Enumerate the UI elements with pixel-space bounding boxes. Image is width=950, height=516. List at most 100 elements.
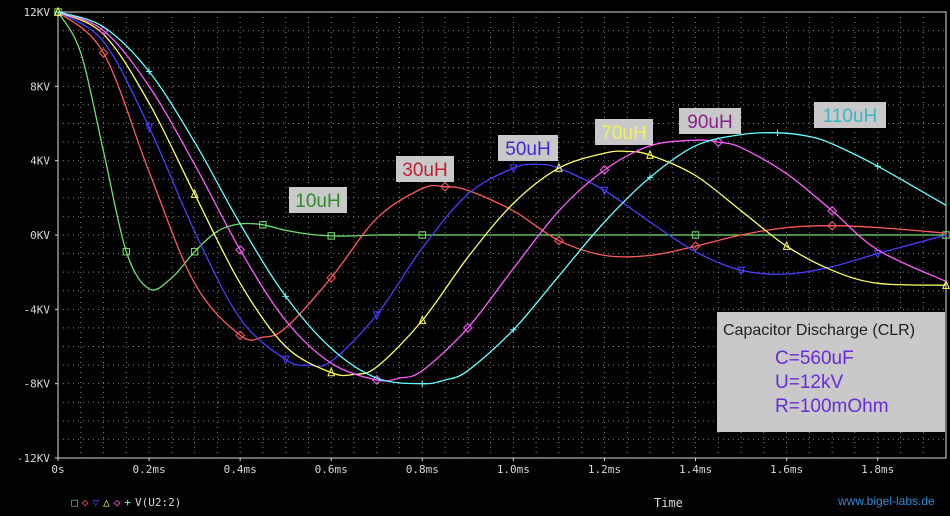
data-point-10uH (942, 231, 950, 239)
series-70uH (54, 6, 950, 377)
x-tick-label: 1.6ms (770, 463, 803, 476)
y-tick-label: 8KV (30, 80, 50, 93)
annotation-70uH: 70uH (595, 119, 653, 145)
info-voltage: U=12kV (775, 372, 844, 393)
data-point-90uH (827, 205, 838, 216)
annotation-50uH: 50uH (498, 135, 558, 161)
annotation-label: 50uH (505, 139, 550, 160)
data-point-70uH (646, 149, 654, 159)
legend: □ ◇ ▽ △ ◇ + V(U2:2) (58, 483, 185, 509)
data-point-110uH (419, 380, 426, 387)
series-line-90uH (57, 11, 947, 382)
data-point-70uH (190, 188, 199, 198)
x-tick-label: 1.0ms (497, 463, 530, 476)
data-point-30uH (827, 220, 838, 231)
series-110uH (57, 11, 947, 387)
data-point-50uH (372, 311, 381, 321)
data-point-50uH (281, 355, 290, 365)
data-point-30uH (554, 235, 564, 246)
annotation-bg (396, 156, 454, 182)
data-point-110uH (282, 293, 289, 300)
data-point-30uH (690, 241, 701, 252)
data-point-70uH (554, 162, 563, 172)
data-point-10uH (327, 232, 335, 240)
y-tick-label: -12KV (17, 452, 50, 465)
annotation-label: 110uH (823, 106, 878, 127)
data-point-30uH (98, 47, 109, 58)
x-tick-label: 1.2ms (588, 463, 621, 476)
annotation-label: 70uH (601, 123, 646, 144)
series-line-70uH (57, 11, 947, 377)
data-point-30uH (440, 181, 450, 192)
annotation-110uH: 110uH (814, 102, 886, 128)
series-line-110uH (57, 11, 947, 385)
y-tick-label: 12KV (24, 6, 51, 19)
series-annotations: 10uH 30uH 50uH 70uH 90uH 110uH (289, 102, 886, 213)
data-point-70uH (54, 6, 62, 16)
series-line-30uH (57, 11, 947, 341)
legend-marker-110uH: + (124, 496, 131, 509)
data-point-10uH (190, 248, 199, 256)
data-point-110uH (646, 174, 654, 181)
legend-marker-10uH: □ (71, 496, 78, 509)
data-point-70uH (942, 279, 950, 289)
annotation-bg (289, 187, 347, 213)
watermark: www.bigel-labs.de (838, 494, 935, 508)
data-point-90uH (713, 137, 724, 147)
legend-marker-50uH: ▽ (92, 496, 100, 509)
data-point-110uH (145, 68, 153, 75)
data-point-50uH (509, 164, 518, 174)
data-point-70uH (782, 240, 791, 250)
legend-marker-70uH: △ (103, 496, 110, 509)
data-point-90uH (599, 165, 610, 175)
data-point-50uH (145, 123, 154, 133)
info-box: Capacitor Discharge (CLR) C=560uF U=12kV… (717, 312, 945, 432)
x-tick-label: 0.6ms (315, 463, 348, 476)
y-tick-label: 0KV (30, 229, 50, 242)
x-tick-label: 0.8ms (406, 463, 439, 476)
data-point-90uH (235, 244, 246, 255)
legend-marker-90uH: ◇ (113, 496, 121, 509)
series-30uH (57, 11, 947, 341)
x-tick-label: 0s (51, 463, 64, 476)
x-axis-label: Time (654, 496, 683, 510)
legend-marker-30uH: ◇ (81, 496, 89, 509)
annotation-30uH: 30uH (396, 156, 454, 182)
annotation-10uH: 10uH (289, 187, 347, 213)
info-resistance: R=100mOhm (775, 396, 889, 417)
x-tick-label: 1.8ms (861, 463, 894, 476)
annotation-bg (595, 119, 653, 145)
annotation-label: 10uH (295, 191, 340, 212)
legend-text: V(U2:2) (135, 496, 182, 509)
info-title: Capacitor Discharge (CLR) (723, 322, 916, 339)
data-point-110uH (774, 129, 781, 136)
data-point-10uH (122, 248, 131, 256)
annotation-bg (498, 135, 558, 161)
y-tick-label: -8KV (24, 378, 51, 391)
info-capacitance: C=560uF (775, 348, 854, 369)
data-point-10uH (259, 221, 267, 229)
y-tick-label: 4KV (30, 155, 50, 168)
annotation-bg (814, 102, 886, 128)
series-line-50uH (57, 11, 947, 368)
data-point-70uH (418, 315, 427, 325)
data-point-110uH (874, 163, 881, 170)
x-tick-label: 0.4ms (224, 463, 257, 476)
y-tick-label: -4KV (24, 303, 51, 316)
data-point-30uH (235, 330, 246, 341)
series-group (54, 6, 950, 387)
series-50uH (57, 11, 947, 368)
data-point-10uH (691, 231, 700, 239)
annotation-label: 90uH (687, 112, 732, 133)
data-point-50uH (737, 266, 746, 276)
x-tick-label: 0.2ms (133, 463, 166, 476)
data-point-110uH (510, 326, 517, 333)
annotation-90uH: 90uH (679, 108, 741, 134)
data-point-70uH (327, 367, 336, 377)
data-point-30uH (326, 272, 337, 283)
data-point-90uH (462, 323, 473, 333)
annotation-bg (679, 108, 741, 134)
x-tick-label: 1.4ms (679, 463, 712, 476)
